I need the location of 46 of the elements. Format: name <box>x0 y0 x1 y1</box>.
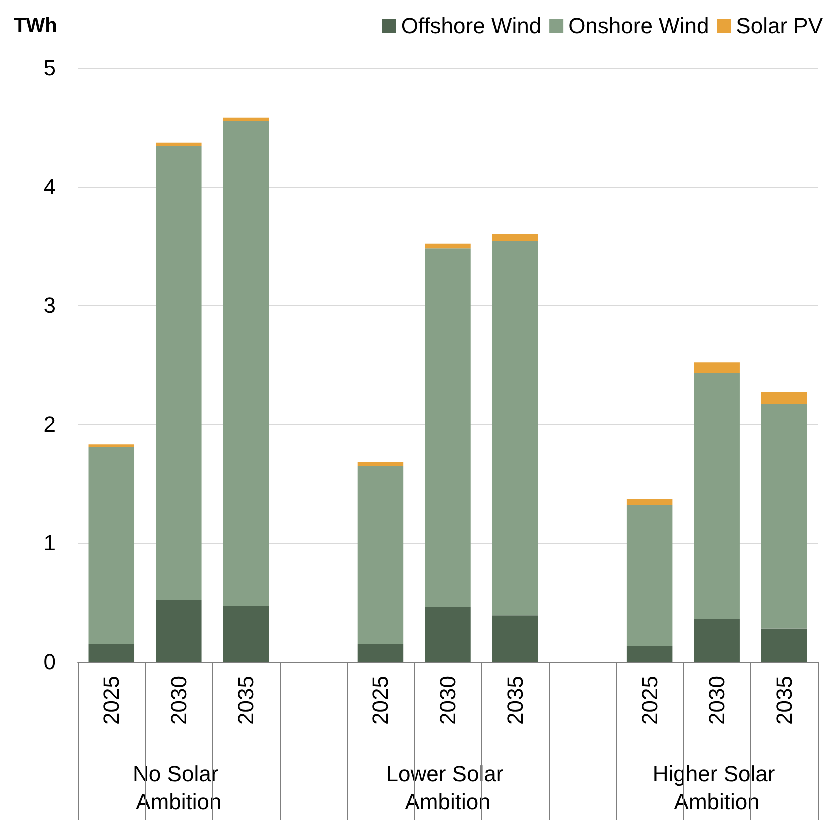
bar <box>88 446 135 644</box>
bar <box>761 628 808 662</box>
legend-label: Solar PV <box>736 14 824 38</box>
y-tick-label: 1 <box>44 530 56 556</box>
bar <box>694 619 740 662</box>
bar <box>358 466 404 644</box>
bar <box>761 392 808 404</box>
legend-label: Offshore Wind <box>401 14 542 38</box>
bar <box>492 234 538 242</box>
bar <box>694 373 740 620</box>
bar <box>156 600 202 662</box>
y-tick-label: 4 <box>44 174 56 200</box>
x-tick-label: 2035 <box>234 676 259 725</box>
x-tick-label: 2030 <box>436 676 460 725</box>
x-tick-label: 2025 <box>368 676 394 725</box>
bar <box>425 244 471 249</box>
y-axis-title: TWh <box>14 15 58 37</box>
bar <box>156 146 202 600</box>
bar <box>358 644 404 662</box>
y-tick-label: 2 <box>44 412 56 437</box>
bar <box>626 505 673 647</box>
bar <box>694 362 740 374</box>
bar <box>223 118 270 122</box>
x-tick-label: 2035 <box>772 676 797 725</box>
x-tick-label: 2025 <box>99 676 124 725</box>
bar <box>425 607 471 662</box>
bar <box>223 121 270 606</box>
bar <box>425 248 471 608</box>
text: Higher Solar Ambition <box>652 762 782 814</box>
y-tick-label: 5 <box>44 56 56 80</box>
y-tick-label: 3 <box>44 293 56 318</box>
bar <box>761 404 808 629</box>
bar <box>88 644 135 662</box>
x-tick-label: 2030 <box>166 676 192 725</box>
bar <box>492 241 538 616</box>
x-tick-label: 2025 <box>637 676 662 725</box>
bar <box>492 616 538 662</box>
legend-label: Onshore Wind <box>568 14 710 38</box>
bar <box>156 142 202 146</box>
y-tick-label: 0 <box>44 650 56 674</box>
x-tick-label: 2030 <box>704 676 730 725</box>
x-tick-label: 2035 <box>502 676 528 725</box>
bar <box>358 462 404 466</box>
bar <box>626 499 673 506</box>
bar <box>626 646 673 662</box>
bar <box>223 606 270 662</box>
